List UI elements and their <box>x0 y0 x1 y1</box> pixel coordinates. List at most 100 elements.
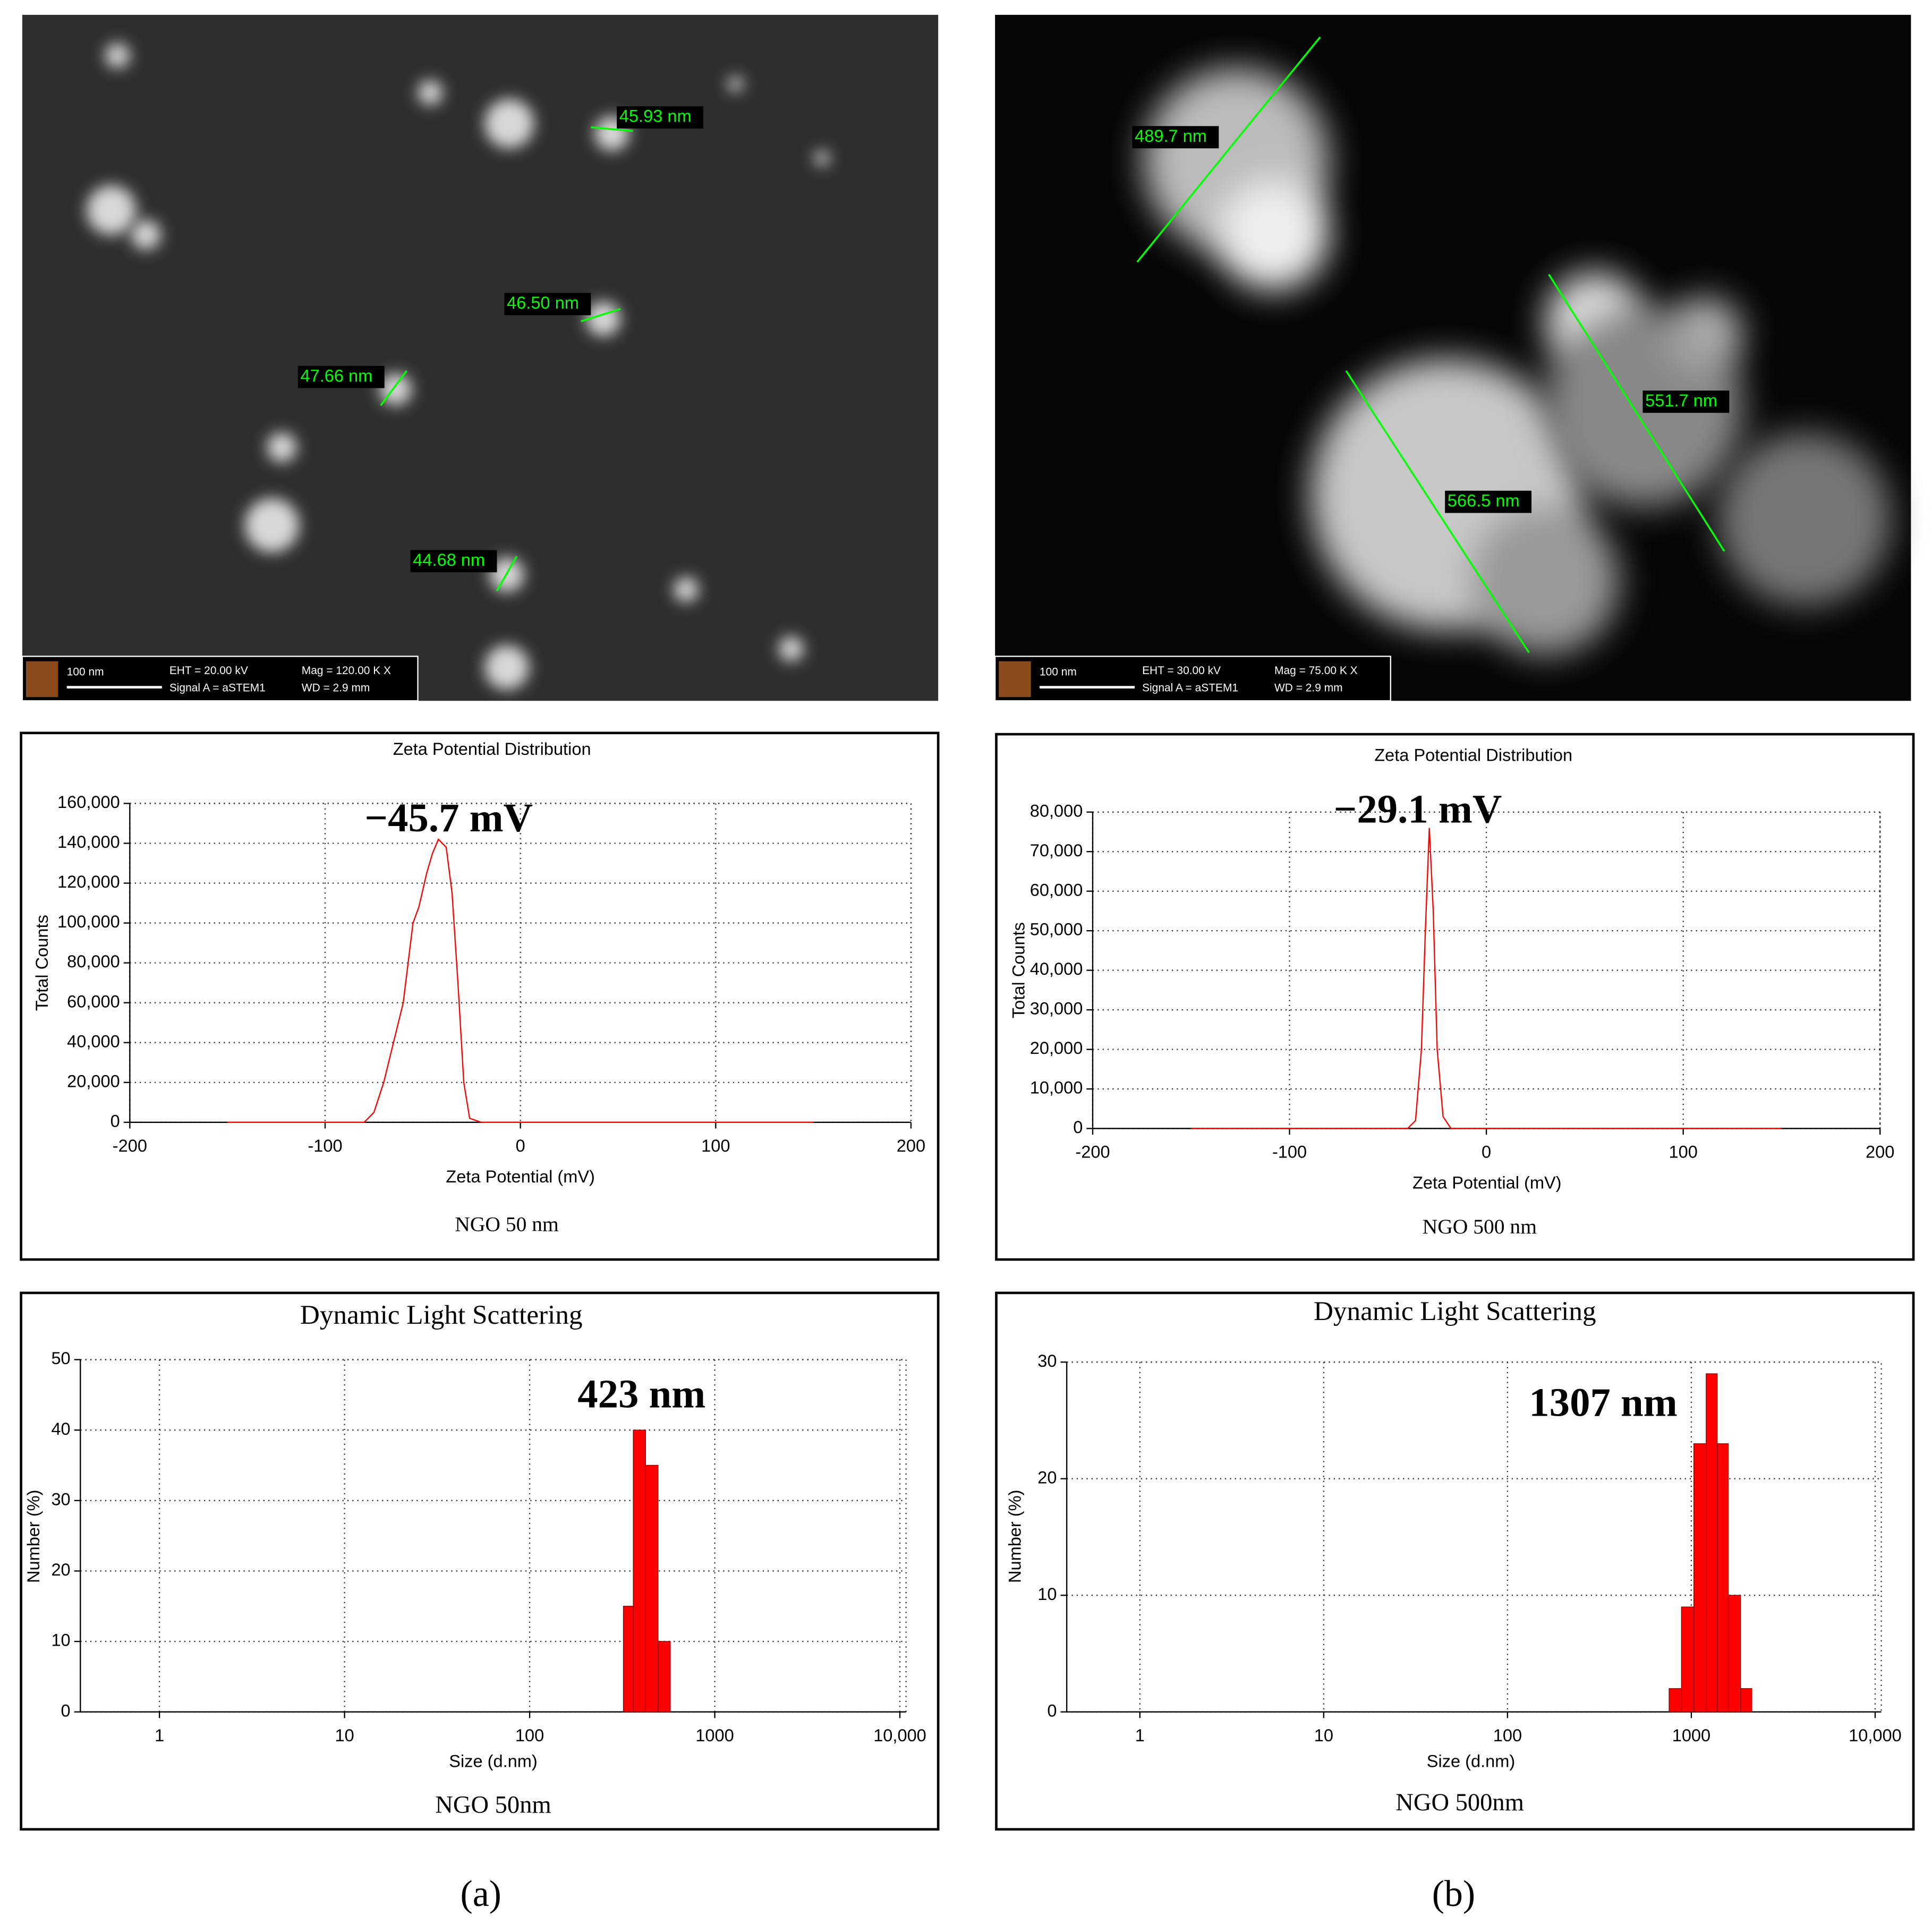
y-tick-label: 80,000 <box>67 952 120 971</box>
y-tick-label: 60,000 <box>1030 880 1083 899</box>
x-tick-label: 10,000 <box>1849 1726 1902 1745</box>
bar <box>658 1641 671 1713</box>
x-tick-label: 1000 <box>1672 1726 1710 1745</box>
particle <box>484 99 534 149</box>
chart-title: Zeta Potential Distribution <box>1374 746 1572 765</box>
particle <box>778 636 804 661</box>
bar <box>1693 1443 1707 1713</box>
particle <box>86 185 137 235</box>
particle <box>244 498 300 553</box>
measure-label: 46.50 nm <box>507 293 579 312</box>
caption: NGO 50 nm <box>455 1212 559 1236</box>
info-text: EHT = 30.00 kV <box>1142 665 1221 677</box>
y-tick-label: 60,000 <box>67 992 120 1011</box>
caption: NGO 50nm <box>435 1792 551 1819</box>
y-tick-label: 10 <box>51 1631 70 1650</box>
x-tick-label: -100 <box>1272 1143 1307 1162</box>
y-tick-label: 0 <box>1047 1701 1057 1720</box>
y-tick-label: 160,000 <box>57 793 120 812</box>
label-bg <box>617 106 704 129</box>
particle <box>814 150 830 166</box>
panel-label: (a) <box>460 1874 501 1914</box>
measure-label: 47.66 nm <box>300 366 372 385</box>
caption: NGO 500nm <box>1395 1789 1524 1816</box>
label-bg <box>410 550 497 573</box>
info-text: 100 nm <box>67 666 104 678</box>
y-tick-label: 40,000 <box>1030 959 1083 978</box>
info-bar <box>21 655 419 702</box>
x-tick-label: 1000 <box>695 1726 734 1745</box>
measure-label: 489.7 nm <box>1135 126 1207 146</box>
bar <box>1716 1443 1729 1713</box>
y-tick-label: 30 <box>51 1489 70 1509</box>
x-tick-label: 100 <box>1669 1143 1697 1162</box>
y-tick-label: 0 <box>61 1701 71 1720</box>
x-tick-label: 10,000 <box>873 1726 926 1745</box>
bar <box>1669 1688 1682 1713</box>
particle <box>131 220 161 250</box>
data-line <box>1191 828 1782 1129</box>
y-tick-label: 50,000 <box>1030 920 1083 939</box>
y-tick-label: 30 <box>1037 1351 1057 1370</box>
annotation: −29.1 mV <box>1334 787 1502 832</box>
measure-label: 45.93 nm <box>619 107 692 126</box>
bar <box>1681 1606 1695 1713</box>
y-tick-label: 10,000 <box>1030 1078 1083 1097</box>
y-tick-label: 10 <box>1037 1585 1057 1604</box>
measure-line <box>1548 274 1725 552</box>
x-tick-label: 10 <box>1314 1726 1333 1745</box>
info-text: Signal A = aSTEM1 <box>1142 682 1238 694</box>
y-axis-label: Total Counts <box>32 915 52 1011</box>
bar <box>1706 1373 1718 1713</box>
measure-line <box>496 556 518 592</box>
x-axis-label: Size (d.nm) <box>449 1752 537 1771</box>
x-tick-label: 200 <box>897 1136 925 1155</box>
y-axis-label: Number (%) <box>24 1490 43 1584</box>
x-tick-label: 0 <box>1482 1143 1491 1162</box>
y-tick-label: 80,000 <box>1030 801 1083 820</box>
label-bg <box>1642 390 1730 413</box>
particle <box>728 76 743 92</box>
data-line <box>227 838 814 1123</box>
y-tick-label: 30,000 <box>1030 999 1083 1018</box>
y-tick-label: 70,000 <box>1030 841 1083 860</box>
flake <box>1718 432 1892 606</box>
logo <box>25 661 58 697</box>
annotation: 1307 nm <box>1529 1380 1677 1425</box>
caption: NGO 500 nm <box>1423 1215 1537 1238</box>
label-bg <box>504 293 591 316</box>
info-text: Mag = 120.00 K X <box>302 665 391 677</box>
x-tick-label: 100 <box>515 1726 544 1745</box>
panel-frame <box>995 733 1915 1261</box>
y-tick-label: 140,000 <box>57 832 120 852</box>
y-tick-label: 20 <box>51 1560 70 1579</box>
flake <box>1471 507 1620 655</box>
bar <box>623 1606 634 1713</box>
label-bg <box>297 365 385 388</box>
x-axis-label: Zeta Potential (mV) <box>446 1167 595 1186</box>
bar <box>633 1429 646 1713</box>
particle <box>585 301 621 336</box>
particle <box>105 43 130 68</box>
particle <box>674 577 699 602</box>
y-tick-label: 0 <box>1073 1118 1083 1137</box>
particle <box>418 80 443 105</box>
x-tick-label: 200 <box>1866 1143 1894 1162</box>
y-tick-label: 100,000 <box>57 912 120 931</box>
particle <box>267 432 297 463</box>
info-text: WD = 2.9 mm <box>1274 682 1343 694</box>
panel-frame <box>20 1291 940 1831</box>
x-tick-label: 0 <box>516 1136 525 1155</box>
panel-frame <box>995 1291 1915 1831</box>
y-tick-label: 40,000 <box>67 1032 120 1051</box>
info-text: Mag = 75.00 K X <box>1274 665 1358 677</box>
x-tick-label: 10 <box>335 1726 354 1745</box>
x-tick-label: -100 <box>308 1136 342 1155</box>
flake <box>1669 296 1743 371</box>
annotation: −45.7 mV <box>364 795 533 840</box>
y-axis-label: Total Counts <box>1009 922 1028 1018</box>
info-text: 100 nm <box>1040 666 1077 678</box>
x-tick-label: -200 <box>1075 1143 1110 1162</box>
